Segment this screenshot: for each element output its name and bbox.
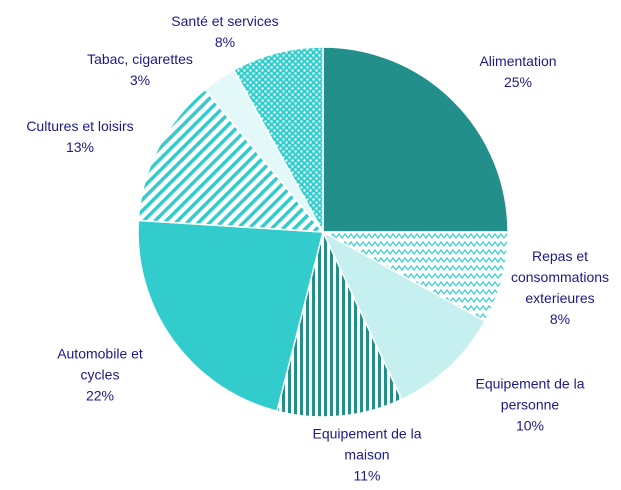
pie-slice bbox=[322, 231, 509, 323]
pie-slice bbox=[276, 229, 403, 418]
category-name: Equipement de la personne bbox=[475, 375, 585, 413]
value-label: 8% bbox=[214, 34, 236, 50]
category-name: Santé et services bbox=[171, 13, 279, 29]
pie-slice bbox=[322, 46, 509, 233]
slice-label: Equipement de la personne 10% bbox=[455, 374, 605, 437]
value-label: 25% bbox=[503, 74, 533, 90]
slice-label: Santé et services 8% bbox=[145, 11, 305, 53]
pie-slice bbox=[232, 46, 324, 233]
category-name: Alimentation bbox=[479, 53, 557, 69]
value-label: 22% bbox=[85, 387, 115, 404]
category-name: Repas et consommations exterieures bbox=[510, 248, 610, 306]
category-name: Automobile et cycles bbox=[57, 345, 143, 383]
value-label: 8% bbox=[549, 311, 571, 327]
category-name: Cultures et loisirs bbox=[26, 118, 134, 134]
slice-label: Equipement de la maison 11% bbox=[292, 424, 442, 487]
category-name: Tabac, cigarettes bbox=[87, 51, 193, 67]
category-name: Equipement de la maison bbox=[312, 425, 422, 463]
value-label: 3% bbox=[129, 72, 151, 88]
pie-slice bbox=[137, 219, 324, 413]
slice-label: Cultures et loisirs 13% bbox=[0, 116, 160, 158]
slice-label: Repas et consommations exterieures 8% bbox=[505, 246, 615, 330]
slice-label: Automobile et cycles 22% bbox=[45, 344, 155, 407]
pie-slice bbox=[321, 230, 487, 401]
value-label: 13% bbox=[65, 139, 95, 155]
slice-label: Alimentation 25% bbox=[458, 51, 578, 93]
pie-slice bbox=[137, 88, 325, 233]
value-label: 11% bbox=[353, 467, 381, 484]
slice-label: Tabac, cigarettes 3% bbox=[70, 49, 210, 91]
value-label: 10% bbox=[515, 417, 545, 434]
